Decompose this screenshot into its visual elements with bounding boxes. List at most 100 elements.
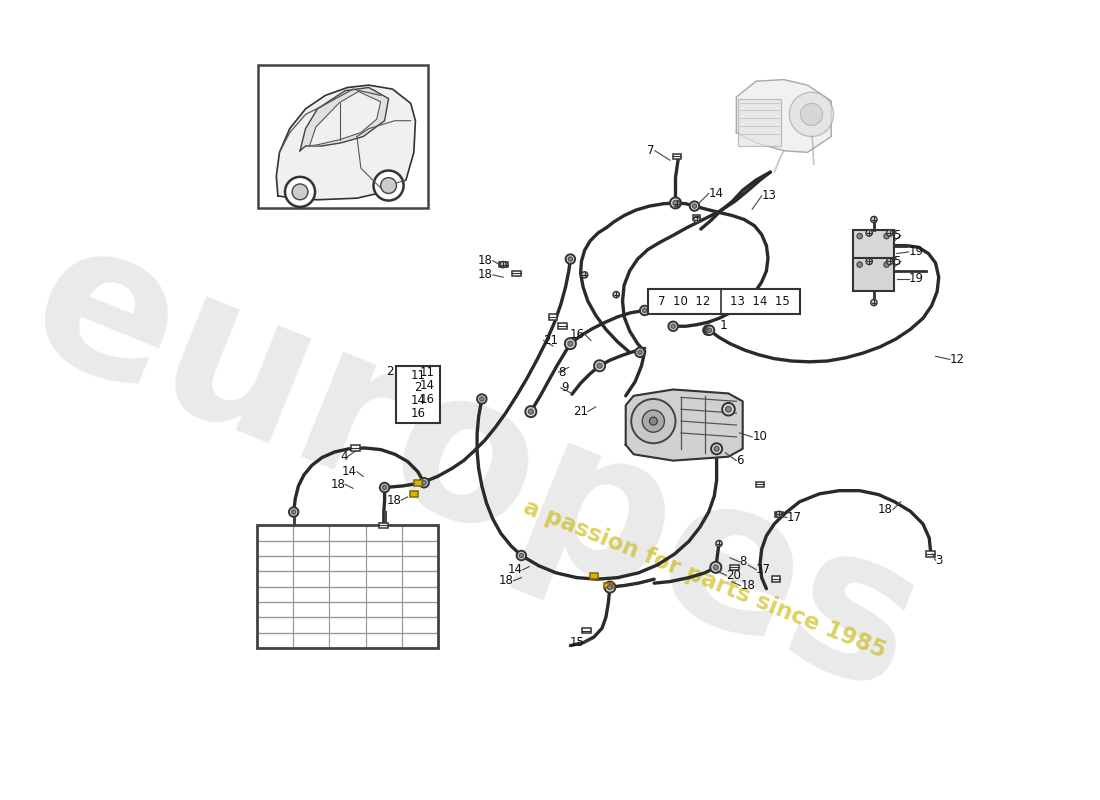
- Circle shape: [604, 582, 615, 593]
- Circle shape: [711, 562, 722, 573]
- Bar: [730, 565, 739, 570]
- Text: 16: 16: [410, 406, 426, 420]
- Circle shape: [716, 541, 722, 546]
- Text: 21: 21: [573, 405, 587, 418]
- Text: 14: 14: [419, 379, 435, 392]
- Text: 20: 20: [726, 569, 741, 582]
- Text: europes: europes: [3, 200, 947, 737]
- Text: 14: 14: [410, 394, 426, 407]
- Circle shape: [582, 272, 587, 278]
- Polygon shape: [300, 87, 388, 150]
- Circle shape: [607, 585, 613, 590]
- Circle shape: [776, 511, 782, 518]
- Circle shape: [381, 178, 396, 194]
- Circle shape: [674, 201, 680, 207]
- Text: 13: 13: [761, 190, 777, 202]
- Text: 18: 18: [740, 579, 756, 592]
- Circle shape: [726, 406, 732, 412]
- Circle shape: [642, 410, 664, 432]
- Circle shape: [597, 363, 602, 368]
- Circle shape: [564, 338, 576, 349]
- Circle shape: [422, 481, 427, 485]
- Polygon shape: [276, 85, 416, 200]
- Circle shape: [790, 92, 834, 137]
- Circle shape: [631, 399, 675, 443]
- Bar: [513, 270, 521, 276]
- Text: 5: 5: [893, 229, 901, 242]
- Circle shape: [866, 258, 872, 265]
- Circle shape: [711, 443, 722, 454]
- Bar: [582, 628, 591, 634]
- Circle shape: [638, 350, 642, 354]
- Circle shape: [883, 234, 889, 239]
- Circle shape: [690, 202, 700, 211]
- Bar: [258, 66, 428, 208]
- Bar: [498, 262, 507, 267]
- Circle shape: [477, 394, 486, 404]
- Circle shape: [722, 403, 735, 415]
- Bar: [756, 482, 764, 487]
- Bar: [738, 98, 781, 146]
- Circle shape: [528, 409, 534, 414]
- Circle shape: [289, 507, 298, 517]
- Circle shape: [640, 306, 649, 315]
- Text: 8: 8: [739, 555, 747, 568]
- Circle shape: [526, 406, 537, 417]
- Circle shape: [613, 291, 619, 298]
- Circle shape: [292, 510, 296, 514]
- Text: 8: 8: [559, 366, 565, 378]
- Circle shape: [671, 324, 675, 328]
- Circle shape: [374, 170, 404, 201]
- Text: 16: 16: [570, 328, 584, 341]
- Circle shape: [707, 328, 712, 332]
- Text: 7  10  12: 7 10 12: [658, 295, 711, 308]
- Circle shape: [883, 262, 889, 267]
- Polygon shape: [626, 390, 743, 461]
- Circle shape: [500, 262, 506, 268]
- Text: 6: 6: [736, 454, 744, 467]
- Circle shape: [703, 326, 713, 335]
- Circle shape: [866, 230, 872, 236]
- Bar: [693, 214, 701, 219]
- Circle shape: [669, 322, 678, 331]
- Circle shape: [801, 103, 823, 126]
- Circle shape: [519, 554, 524, 558]
- Text: 18: 18: [498, 574, 514, 587]
- Bar: [604, 582, 613, 588]
- Bar: [673, 154, 681, 159]
- Polygon shape: [736, 80, 832, 152]
- Circle shape: [293, 184, 308, 200]
- Circle shape: [517, 550, 526, 560]
- Bar: [854, 258, 894, 291]
- Text: 19: 19: [909, 246, 924, 258]
- Circle shape: [383, 486, 387, 490]
- Text: 17: 17: [756, 563, 771, 576]
- Bar: [351, 446, 360, 450]
- Bar: [558, 323, 566, 329]
- Bar: [926, 551, 935, 557]
- Text: 13  14  15: 13 14 15: [730, 295, 790, 308]
- Text: 11: 11: [410, 369, 426, 382]
- Text: 7: 7: [648, 144, 654, 158]
- Text: 9: 9: [561, 382, 569, 394]
- Circle shape: [568, 341, 573, 346]
- Circle shape: [694, 216, 700, 222]
- Circle shape: [565, 254, 575, 264]
- Text: 1: 1: [719, 319, 728, 332]
- Circle shape: [635, 347, 645, 357]
- Text: 3: 3: [936, 554, 943, 566]
- Circle shape: [649, 417, 658, 425]
- Circle shape: [714, 446, 719, 451]
- Circle shape: [871, 216, 877, 222]
- Bar: [409, 491, 418, 497]
- Bar: [648, 289, 800, 314]
- Circle shape: [379, 482, 389, 492]
- Text: 14: 14: [508, 563, 522, 576]
- Text: 18: 18: [878, 503, 893, 516]
- Circle shape: [673, 201, 678, 206]
- Text: 11: 11: [419, 366, 435, 378]
- Text: 17: 17: [786, 511, 802, 524]
- Circle shape: [705, 326, 714, 335]
- Circle shape: [692, 204, 696, 208]
- Text: 19: 19: [909, 272, 924, 286]
